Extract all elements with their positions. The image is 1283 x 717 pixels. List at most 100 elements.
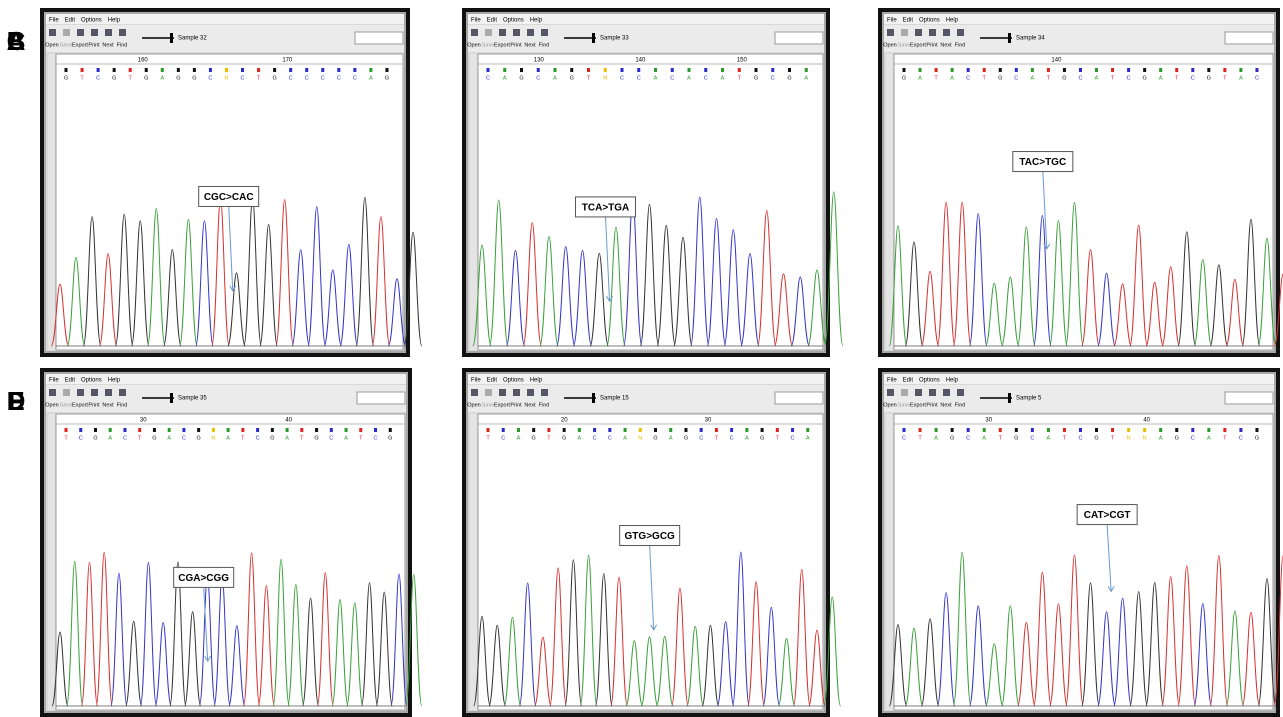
ruler-number: 160	[138, 58, 149, 64]
base-marker	[603, 68, 607, 72]
base-call: G	[902, 75, 906, 81]
toolbar-icon	[485, 389, 492, 396]
base-call: A	[1159, 435, 1163, 441]
ruler-number: 30	[705, 418, 712, 424]
trace-peak	[1161, 266, 1181, 347]
trace-peak	[1241, 218, 1261, 347]
trace-peak	[130, 220, 150, 347]
base-marker	[775, 428, 779, 432]
base-call: T	[1111, 435, 1115, 441]
sample-label: Sample 34	[1016, 36, 1045, 42]
trace-peak	[50, 283, 70, 347]
base-marker	[329, 428, 333, 432]
trace-peak	[773, 273, 794, 347]
base-marker	[1207, 428, 1211, 432]
trace-peak	[920, 270, 940, 347]
toolbar-label: Find	[117, 42, 128, 48]
toolbar-icon	[957, 389, 964, 396]
base-call: G	[787, 75, 791, 81]
base-marker	[176, 68, 180, 72]
window-frame-inner	[466, 12, 826, 353]
base-marker	[501, 428, 505, 432]
menu-bar	[884, 14, 1274, 24]
ruler-number: 40	[285, 418, 292, 424]
toolbar-label: Next	[940, 42, 952, 48]
base-marker	[934, 428, 938, 432]
toolbar-icon	[91, 29, 98, 36]
base-call: G	[653, 435, 657, 441]
base-marker	[982, 68, 986, 72]
trace-peak	[1000, 605, 1020, 707]
base-call: G	[388, 435, 392, 441]
base-call: C	[1078, 435, 1082, 441]
base-marker	[315, 428, 319, 432]
trace-peak	[723, 229, 743, 347]
trace-peak	[51, 631, 69, 707]
trace-peak	[66, 560, 84, 707]
base-marker	[654, 68, 657, 72]
base-marker	[1062, 428, 1066, 432]
base-marker	[806, 428, 810, 432]
base-marker	[745, 428, 749, 432]
status-box	[354, 31, 404, 45]
trace-peak	[66, 256, 86, 347]
base-call: T	[715, 435, 719, 441]
mutation-arrow	[203, 587, 209, 662]
menu-item: Options	[919, 18, 940, 24]
base-call: A	[669, 435, 673, 441]
trace-peak	[671, 587, 689, 707]
trace-peak	[1209, 554, 1229, 707]
trace-peak	[610, 576, 628, 707]
base-marker	[669, 428, 673, 432]
trace-peak	[594, 573, 613, 707]
trace-peak	[472, 244, 492, 347]
base-marker	[1255, 428, 1259, 432]
ruler-number: 30	[985, 418, 992, 424]
base-call: A	[108, 435, 112, 441]
menu-item: Options	[503, 378, 524, 384]
base-call: C	[353, 75, 357, 81]
menu-item: Help	[108, 378, 121, 384]
trace-peak	[1145, 281, 1165, 347]
trace-peak	[1193, 603, 1213, 707]
slider-thumb	[1008, 33, 1011, 43]
base-marker	[516, 428, 520, 432]
trace-peak	[291, 249, 311, 347]
base-marker	[699, 428, 703, 432]
base-marker	[1095, 68, 1099, 72]
base-marker	[737, 68, 741, 72]
trace-peak	[488, 624, 507, 707]
base-marker	[1207, 68, 1211, 72]
base-marker	[902, 68, 906, 72]
trace-peak	[339, 243, 359, 347]
base-marker	[192, 68, 196, 72]
base-marker	[167, 428, 171, 432]
base-call: C	[620, 75, 624, 81]
trace-peak	[1049, 603, 1068, 707]
window-frame-inner	[466, 372, 826, 713]
base-marker	[1175, 68, 1179, 72]
base-marker	[791, 428, 795, 432]
trace-peak	[757, 210, 777, 347]
toolbar-icon	[105, 29, 112, 36]
base-call: C	[966, 435, 970, 441]
base-marker	[374, 428, 378, 432]
base-marker	[918, 68, 922, 72]
toolbar-label: Next	[102, 402, 114, 408]
toolbar-icon	[105, 389, 112, 396]
base-call: A	[918, 75, 922, 81]
base-call: T	[738, 75, 742, 81]
base-call: A	[654, 75, 658, 81]
base-call: G	[760, 435, 764, 441]
base-call: A	[1159, 75, 1163, 81]
base-call: A	[503, 75, 507, 81]
base-call: C	[966, 75, 970, 81]
base-call: N	[1127, 435, 1131, 441]
toolbar-icon	[91, 389, 98, 396]
trace-peak	[390, 573, 408, 707]
trace-peak	[673, 236, 693, 347]
base-marker	[623, 428, 627, 432]
base-call: C	[289, 75, 293, 81]
base-call: G	[314, 435, 318, 441]
